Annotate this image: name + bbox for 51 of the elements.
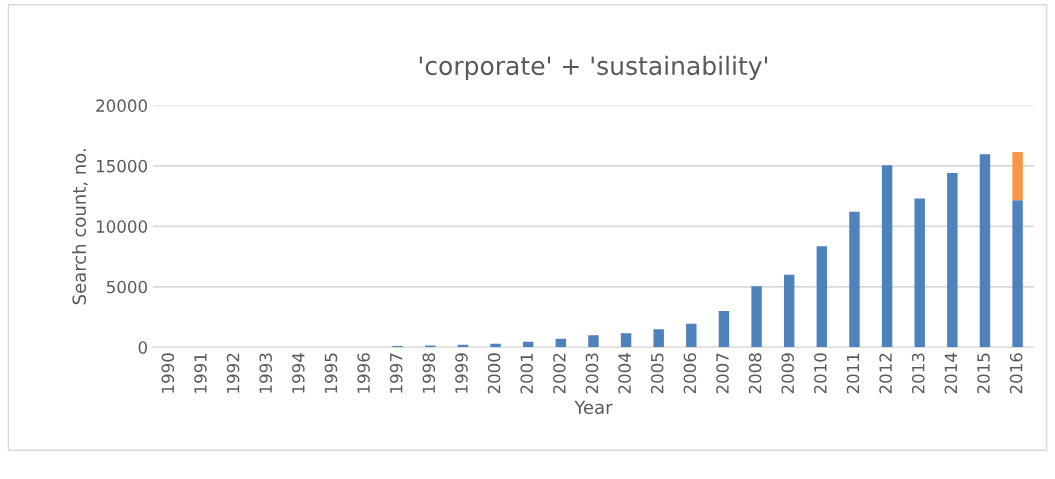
y-axis-title: Search count, no. bbox=[72, 149, 88, 305]
y-tick-label: 15000 bbox=[96, 159, 148, 173]
x-tick-label: 2013 bbox=[911, 353, 925, 394]
x-tick-label: 2004 bbox=[618, 353, 631, 394]
chart-title: 'corporate' + 'sustainability' bbox=[419, 55, 768, 81]
bar bbox=[751, 286, 762, 348]
bar bbox=[718, 310, 730, 348]
bar bbox=[914, 198, 925, 348]
x-tick-label: 2012 bbox=[879, 353, 892, 394]
bar bbox=[947, 173, 958, 348]
bar bbox=[979, 154, 991, 348]
bar bbox=[555, 338, 567, 348]
x-tick-label: 1990 bbox=[161, 353, 175, 393]
x-tick-label: 1993 bbox=[259, 353, 272, 393]
x-tick-label: 1995 bbox=[324, 353, 338, 393]
x-tick-label: 2005 bbox=[650, 353, 664, 394]
y-tick-label: 0 bbox=[138, 341, 148, 354]
x-tick-label: 1991 bbox=[194, 353, 207, 393]
x-tick-label: 2000 bbox=[487, 353, 501, 394]
bar bbox=[881, 165, 893, 348]
bar bbox=[849, 211, 860, 348]
x-tick-label: 2014 bbox=[944, 353, 958, 394]
x-tick-label: 2008 bbox=[748, 353, 762, 394]
x-tick-label: 2006 bbox=[683, 353, 697, 394]
bar bbox=[1012, 200, 1023, 348]
y-tick-label: 5000 bbox=[106, 280, 148, 294]
bar bbox=[686, 323, 697, 348]
bar bbox=[783, 274, 795, 348]
y-tick-label: 20000 bbox=[96, 99, 148, 112]
x-tick-label: 1992 bbox=[226, 353, 240, 393]
x-tick-label: 2016 bbox=[1009, 353, 1023, 394]
bar bbox=[653, 329, 664, 348]
x-tick-label: 2015 bbox=[977, 353, 990, 394]
y-tick-label: 10000 bbox=[96, 220, 148, 233]
x-tick-label: 2010 bbox=[814, 353, 827, 394]
x-tick-label: 2001 bbox=[520, 353, 534, 394]
x-tick-label: 2009 bbox=[781, 353, 795, 394]
x-tick-label: 2011 bbox=[846, 353, 860, 394]
x-tick-label: 2003 bbox=[585, 353, 599, 394]
x-tick-label: 2002 bbox=[553, 353, 566, 394]
bar bbox=[816, 246, 828, 348]
x-tick-label: 1999 bbox=[455, 353, 468, 393]
x-tick-label: 2007 bbox=[716, 353, 729, 394]
x-tick-label: 1997 bbox=[389, 353, 403, 393]
bar bbox=[1012, 151, 1023, 201]
x-axis-title: Year bbox=[574, 400, 613, 415]
bar bbox=[620, 333, 632, 348]
x-tick-label: 1994 bbox=[292, 353, 305, 393]
bar bbox=[588, 335, 599, 348]
x-tick-label: 1998 bbox=[422, 353, 436, 393]
x-tick-label: 1996 bbox=[357, 353, 370, 393]
